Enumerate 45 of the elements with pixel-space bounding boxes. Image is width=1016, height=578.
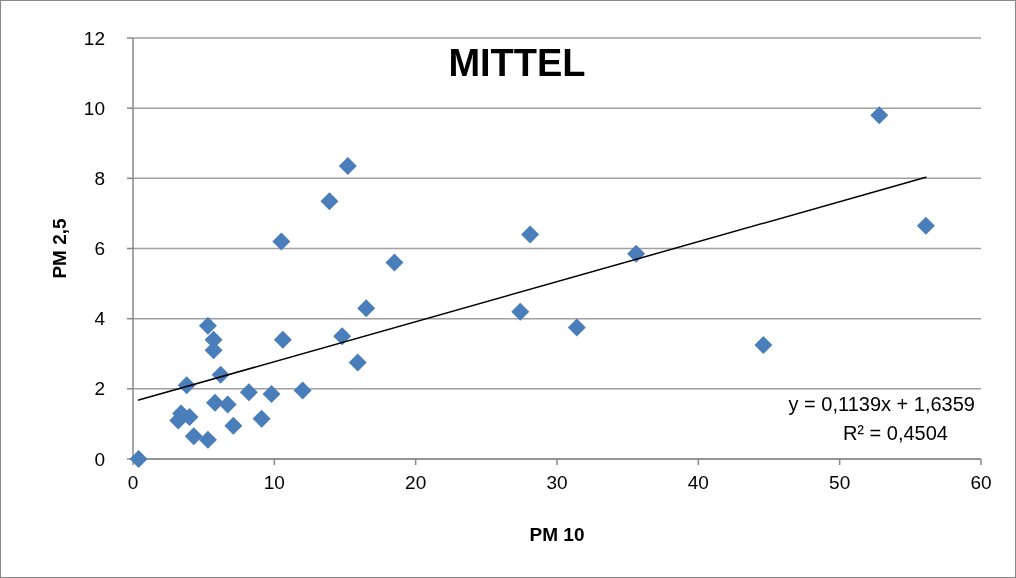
x-tick-label: 40 bbox=[687, 472, 709, 493]
point bbox=[754, 335, 773, 354]
chart-title: MITTEL bbox=[448, 42, 586, 84]
point bbox=[218, 395, 237, 414]
point bbox=[627, 244, 646, 263]
x-tick-label: 30 bbox=[546, 472, 568, 493]
point bbox=[870, 106, 889, 125]
point bbox=[916, 216, 935, 235]
y-tick-label: 12 bbox=[83, 27, 105, 49]
point bbox=[184, 427, 203, 446]
point bbox=[272, 232, 291, 251]
point bbox=[521, 225, 540, 244]
point bbox=[205, 393, 224, 412]
point bbox=[129, 450, 148, 468]
point bbox=[385, 253, 404, 272]
x-axis-title: PM 10 bbox=[529, 524, 585, 545]
y-tick-label: 10 bbox=[83, 97, 105, 119]
annotation: R² = 0,4504 bbox=[842, 422, 948, 444]
point bbox=[511, 302, 530, 321]
point bbox=[338, 157, 357, 176]
point bbox=[273, 330, 292, 349]
point bbox=[198, 430, 217, 449]
point bbox=[239, 383, 258, 402]
point bbox=[224, 416, 243, 435]
point bbox=[567, 318, 586, 337]
y-tick-label: 6 bbox=[94, 238, 105, 260]
x-tick-label: 50 bbox=[829, 472, 851, 493]
point bbox=[293, 381, 312, 400]
point bbox=[252, 409, 271, 428]
y-tick-label: 2 bbox=[94, 378, 105, 400]
point bbox=[320, 192, 339, 211]
point bbox=[333, 327, 352, 346]
point bbox=[357, 299, 376, 318]
x-tick-label: 20 bbox=[405, 472, 427, 493]
point bbox=[262, 385, 281, 404]
x-tick-label: 10 bbox=[263, 472, 285, 493]
x-tick-label: 60 bbox=[970, 472, 992, 493]
point bbox=[198, 316, 217, 335]
y-axis-title: PM 2,5 bbox=[49, 217, 70, 279]
annotation: y = 0,1139x + 1,6359 bbox=[788, 393, 975, 415]
y-tick-label: 4 bbox=[94, 308, 106, 330]
y-tick-label: 0 bbox=[94, 448, 105, 470]
x-tick-label: 0 bbox=[127, 472, 139, 493]
point bbox=[348, 353, 367, 372]
y-tick-label: 8 bbox=[94, 167, 105, 189]
